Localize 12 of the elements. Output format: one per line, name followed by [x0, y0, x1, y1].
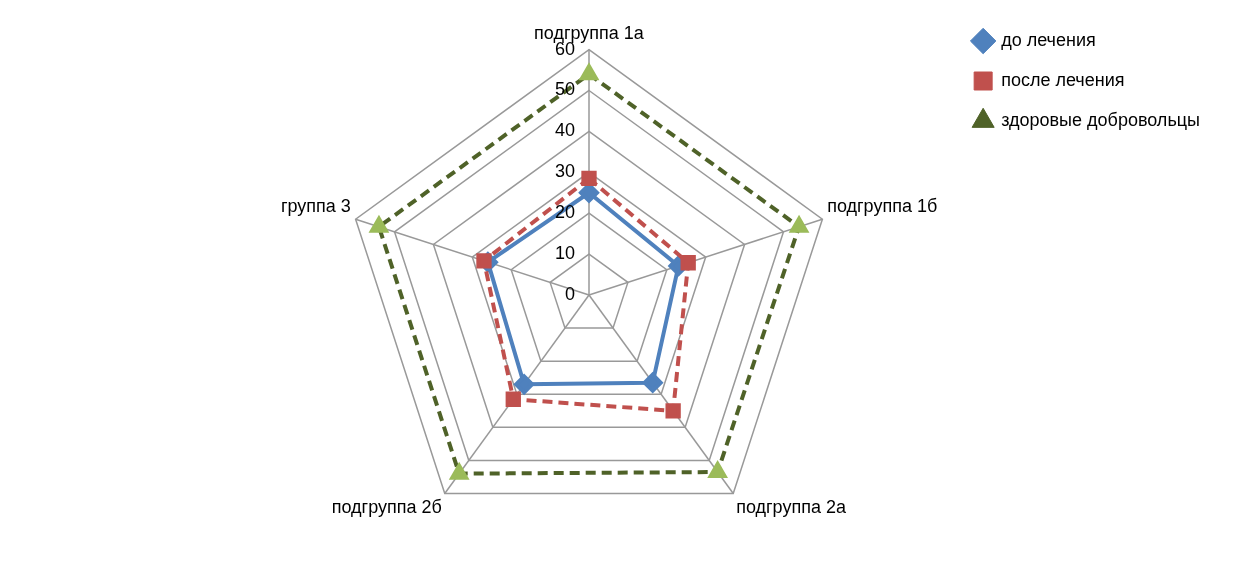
spoke-label: группа 3 — [280, 195, 351, 216]
legend-label: здоровые добровольцы — [1001, 109, 1201, 130]
spoke-label: подгруппа 2б — [331, 497, 442, 518]
y-tick-label: 50 — [554, 79, 575, 100]
spoke-label: подгруппа 2а — [736, 497, 847, 518]
y-tick-label: 30 — [554, 161, 575, 182]
y-tick-label: 40 — [554, 120, 575, 141]
y-tick-label: 10 — [554, 243, 575, 264]
spoke-label: подгруппа 1б — [827, 195, 938, 216]
y-tick-label: 0 — [564, 283, 575, 304]
legend-label: после лечения — [1001, 69, 1125, 90]
legend-label: до лечения — [1001, 29, 1096, 50]
